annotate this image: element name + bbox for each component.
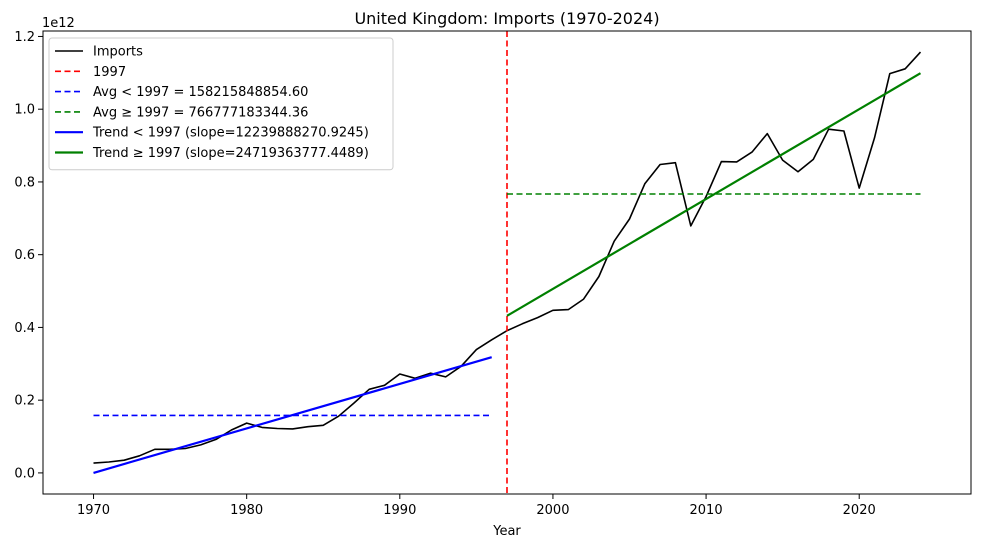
legend: Imports 1997 Avg < 1997 = 158215848854.60 A…: [48, 37, 394, 171]
chart-title: United Kingdom: Imports (1970-2024): [354, 9, 659, 28]
x-tick-label: 1970: [77, 503, 110, 518]
y-tick-label: 0.0: [14, 466, 35, 481]
y-tick-label: 1.2: [14, 30, 35, 45]
series-4-line: [93, 356, 493, 474]
y-axis-offset-label: 1e12: [42, 16, 75, 31]
legend-entry-label: Avg ≥ 1997 = 766777183344.36: [93, 105, 308, 120]
legend-entry-label: Trend < 1997 (slope=12239888270.9245): [92, 126, 369, 141]
legend-entry-label: Avg < 1997 = 158215848854.60: [93, 85, 308, 100]
y-tick-label: 0.2: [14, 394, 35, 409]
y-tick-label: 0.4: [14, 321, 35, 336]
y-tick-label: 0.8: [14, 175, 35, 190]
x-tick-label: 2020: [843, 503, 876, 518]
axes: 1970 1980 1990 2000 2010 2020 0.0 0.2 0.4 0.6 0.8 1…: [14, 30, 972, 518]
x-tick-label: 2010: [690, 503, 723, 518]
series-5-line: [506, 72, 922, 317]
legend-entry-label: 1997: [93, 65, 126, 80]
legend-entry-label: Imports: [93, 45, 143, 60]
plot-area: [93, 31, 922, 494]
y-tick-label: 1.0: [14, 103, 35, 118]
y-tick-label: 0.6: [14, 248, 35, 263]
legend-box: [48, 37, 394, 171]
legend-entry-label: Trend ≥ 1997 (slope=24719363777.4489): [92, 146, 369, 161]
x-tick-label: 1980: [230, 503, 263, 518]
x-axis-title: Year: [492, 524, 521, 539]
x-tick-label: 1990: [383, 503, 416, 518]
plot-frame: [42, 30, 972, 495]
x-tick-label: 2000: [536, 503, 569, 518]
